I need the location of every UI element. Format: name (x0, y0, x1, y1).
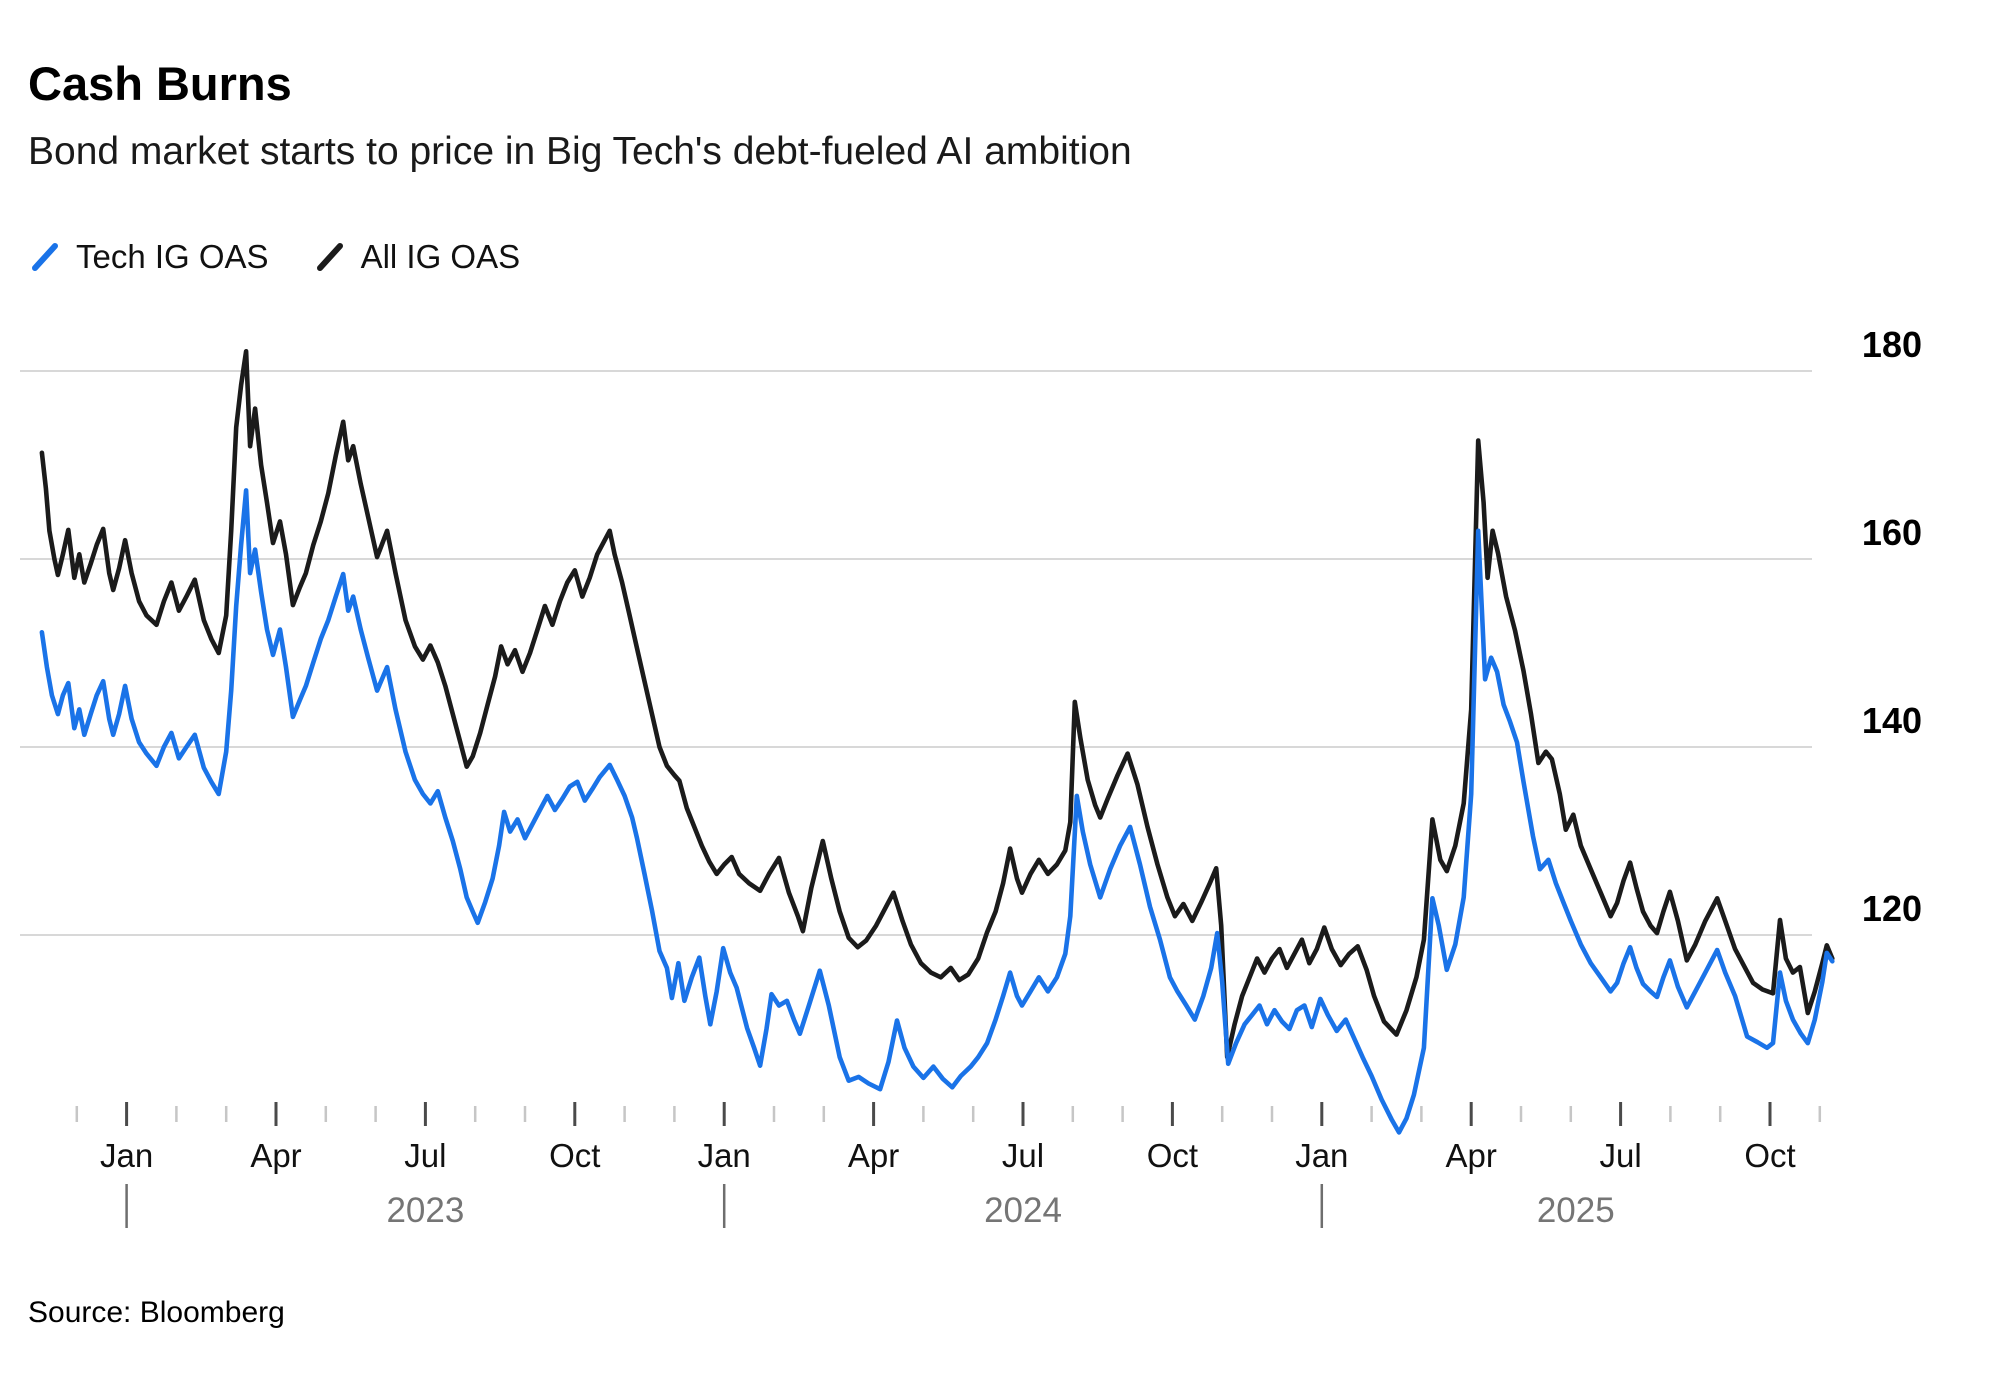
month-label: Jul (1600, 1137, 1642, 1174)
year-label: 2023 (386, 1191, 464, 1230)
year-label: 2025 (1537, 1191, 1615, 1230)
y-axis-label: 120 (1862, 888, 1922, 929)
month-label: Apr (250, 1137, 301, 1174)
y-axis-label: 160 (1862, 512, 1922, 553)
legend-item-all: All IG OAS (313, 238, 521, 276)
month-label: Jan (100, 1137, 153, 1174)
source-label: Source: Bloomberg (28, 1296, 285, 1329)
year-label: 2024 (984, 1191, 1062, 1230)
legend-item-tech: Tech IG OAS (28, 238, 269, 276)
series-line-tech (39, 488, 1835, 1135)
series-line-all (39, 348, 1835, 1060)
legend-item-label: All IG OAS (360, 238, 521, 275)
month-label: Jan (1295, 1137, 1348, 1174)
month-label: Apr (848, 1137, 899, 1174)
month-label: Jan (698, 1137, 751, 1174)
month-label: Oct (549, 1137, 600, 1174)
legend-item-label: Tech IG OAS (76, 238, 269, 275)
all-series-slash-icon (316, 243, 343, 271)
page-subtitle: Bond market starts to price in Big Tech'… (28, 130, 1132, 173)
month-label: Oct (1147, 1137, 1198, 1174)
y-axis-label: 140 (1862, 700, 1922, 741)
page-title: Cash Burns (28, 57, 292, 110)
legend: Tech IG OAS All IG OAS (28, 238, 520, 276)
month-label: Oct (1744, 1137, 1795, 1174)
month-label: Apr (1446, 1137, 1497, 1174)
y-axis-label: 180 (1862, 324, 1922, 365)
month-label: Jul (1002, 1137, 1044, 1174)
tech-series-slash-icon (32, 243, 58, 271)
month-label: Jul (404, 1137, 446, 1174)
